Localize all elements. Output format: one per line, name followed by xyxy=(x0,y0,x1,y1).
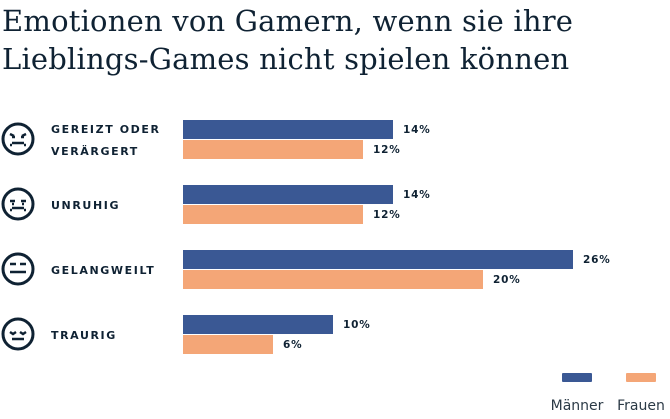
category-label: GELANGWEILT xyxy=(51,264,155,277)
data-label: 26% xyxy=(583,254,611,266)
bar-maenner xyxy=(183,315,333,334)
bar-maenner xyxy=(183,250,573,269)
category-label: VERÄRGERT xyxy=(51,144,139,158)
legend-label: Männer xyxy=(551,398,604,414)
data-label: 20% xyxy=(493,274,521,286)
bar-frauen xyxy=(183,205,363,224)
bar-frauen xyxy=(183,335,273,354)
sad-face-icon xyxy=(1,317,35,351)
data-label: 14% xyxy=(403,189,431,201)
legend-swatch xyxy=(626,373,656,382)
data-label: 10% xyxy=(343,319,371,331)
bar-frauen xyxy=(183,140,363,159)
chart-title: Emotionen von Gamern, wenn sie ihre Liebl… xyxy=(2,4,574,76)
bar-maenner xyxy=(183,120,393,139)
data-label: 12% xyxy=(373,144,401,156)
angry-face-icon xyxy=(1,122,35,156)
data-label: 14% xyxy=(403,124,431,136)
data-label: 12% xyxy=(373,209,401,221)
category-label: UNRUHIG xyxy=(51,199,120,212)
category-label: TRAURIG xyxy=(51,329,117,342)
legend-label: Frauen xyxy=(617,398,665,414)
category-label: GEREIZT ODER xyxy=(51,123,161,136)
bar-maenner xyxy=(183,185,393,204)
data-label: 6% xyxy=(283,339,302,351)
legend-swatch xyxy=(562,373,592,382)
bar-frauen xyxy=(183,270,483,289)
bored-face-icon xyxy=(1,252,35,286)
anxious-face-icon xyxy=(1,187,35,221)
